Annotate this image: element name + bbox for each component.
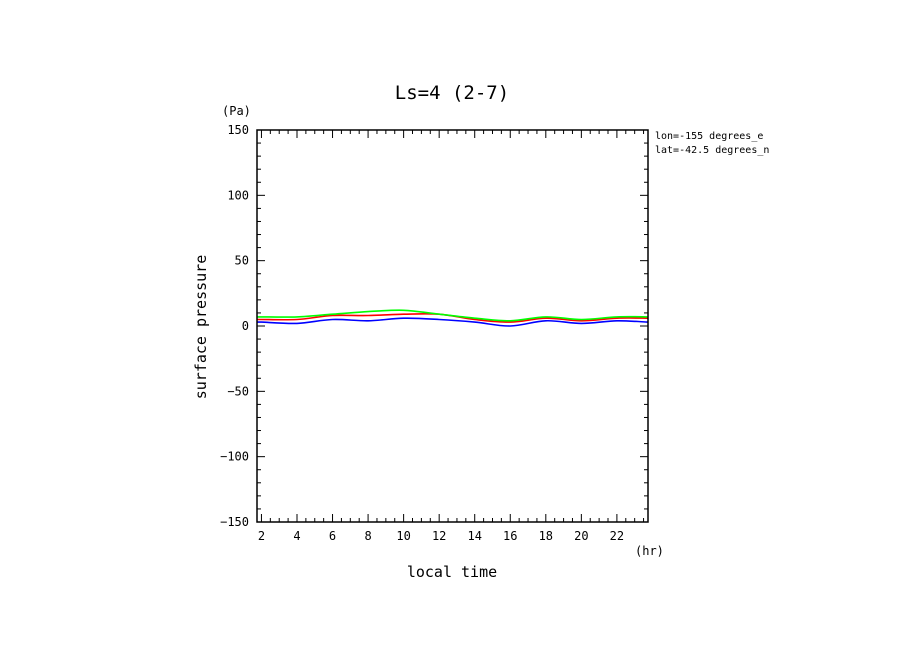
x-tick-label: 8	[364, 529, 371, 543]
x-tick-label: 20	[574, 529, 588, 543]
y-tick-label: 50	[235, 254, 249, 268]
x-tick-label: 6	[329, 529, 336, 543]
tick-labels: 2 4 6 8 10 12 14 16 18 20 22 150 100 50 0 −50 −100 −150	[220, 123, 624, 543]
x-tick-label: 12	[432, 529, 446, 543]
y-axis-label: surface pressure	[192, 255, 210, 400]
chart-title: Ls=4 (2-7)	[395, 82, 509, 104]
y-tick-label: −50	[227, 384, 249, 398]
y-tick-label: 0	[242, 319, 249, 333]
x-tick-label: 4	[293, 529, 300, 543]
series-lines	[257, 309, 648, 327]
x-tick-label: 18	[539, 529, 553, 543]
y-tick-label: 100	[227, 188, 249, 202]
latitude-annotation: lat=-42.5 degrees_n	[655, 145, 769, 156]
series-line-1	[257, 317, 648, 327]
y-tick-label: −150	[220, 515, 249, 529]
x-tick-label: 22	[610, 529, 624, 543]
x-tick-label: 14	[467, 529, 481, 543]
x-tick-label: 16	[503, 529, 517, 543]
longitude-annotation: lon=-155 degrees_e	[655, 131, 763, 142]
plot-frame	[256, 129, 649, 523]
axis-ticks	[257, 129, 648, 523]
x-tick-label: 10	[396, 529, 410, 543]
y-tick-label: 150	[227, 123, 249, 137]
series-line-3	[257, 309, 648, 322]
x-axis-unit: (hr)	[635, 544, 664, 558]
y-axis-unit: (Pa)	[222, 104, 251, 118]
x-axis-label: local time	[407, 563, 497, 581]
x-tick-label: 2	[258, 529, 265, 543]
y-tick-label: −100	[220, 450, 249, 464]
